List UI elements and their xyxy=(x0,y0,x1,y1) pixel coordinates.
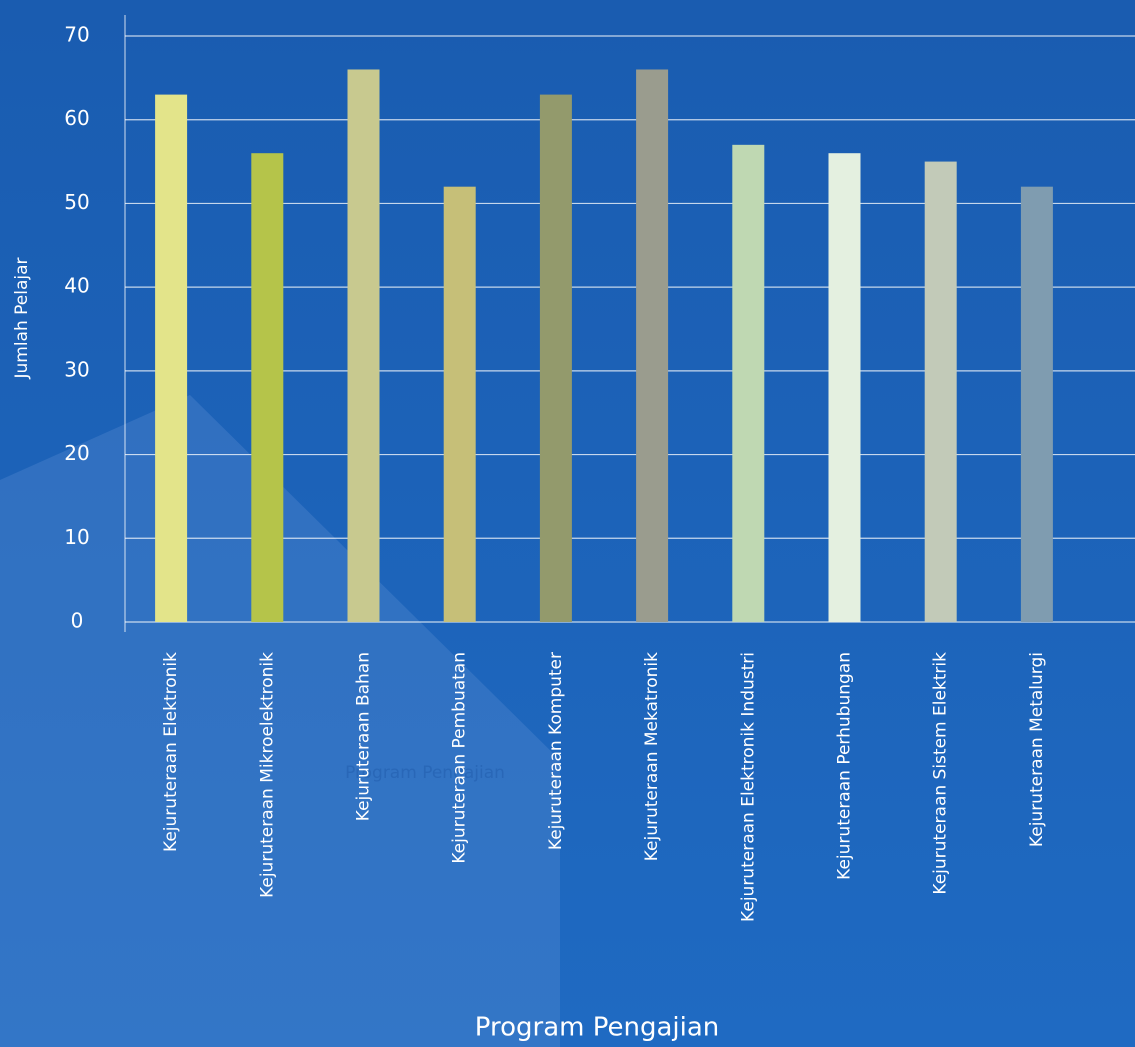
x-tick-label: Kejuruteraan Bahan xyxy=(354,652,374,821)
y-tick-label: 0 xyxy=(71,609,84,633)
y-tick-label: 20 xyxy=(64,441,89,465)
bar xyxy=(732,144,765,623)
y-axis-title: Jumlah Pelajar xyxy=(12,257,32,379)
x-tick-label: Kejuruteraan Perhubungan xyxy=(835,652,855,880)
y-tick-label: 40 xyxy=(64,274,89,298)
bar xyxy=(539,94,572,623)
laptop-decoration xyxy=(0,395,560,1047)
x-tick-label: Kejuruteraan Metalurgi xyxy=(1027,652,1047,847)
x-tick-label: Kejuruteraan Mekatronik xyxy=(642,652,662,861)
ghost-label: Program Pengajian xyxy=(345,763,505,783)
y-tick-label: 30 xyxy=(64,357,89,381)
bar xyxy=(155,94,188,623)
x-tick-label: Kejuruteraan Komputer xyxy=(546,652,566,850)
bar xyxy=(1020,186,1053,622)
bar xyxy=(924,161,957,623)
bar xyxy=(828,153,861,622)
x-tick-label: Kejuruteraan Pembuatan xyxy=(450,652,470,864)
bar xyxy=(636,69,669,622)
y-tick-label: 60 xyxy=(64,106,89,130)
y-tick-label: 70 xyxy=(64,23,89,47)
x-tick-label: Kejuruteraan Elektronik Industri xyxy=(738,652,758,922)
bar xyxy=(347,69,380,622)
y-tick-label: 50 xyxy=(64,190,89,214)
bar xyxy=(251,153,284,622)
x-tick-label: Kejuruteraan Sistem Elektrik xyxy=(931,652,951,895)
x-tick-label: Kejuruteraan Mikroelektronik xyxy=(257,652,277,898)
x-tick-label: Kejuruteraan Elektronik xyxy=(161,652,181,852)
x-axis-title: Program Pengajian xyxy=(475,1013,720,1043)
bar xyxy=(443,186,476,622)
y-tick-label: 10 xyxy=(64,525,89,549)
